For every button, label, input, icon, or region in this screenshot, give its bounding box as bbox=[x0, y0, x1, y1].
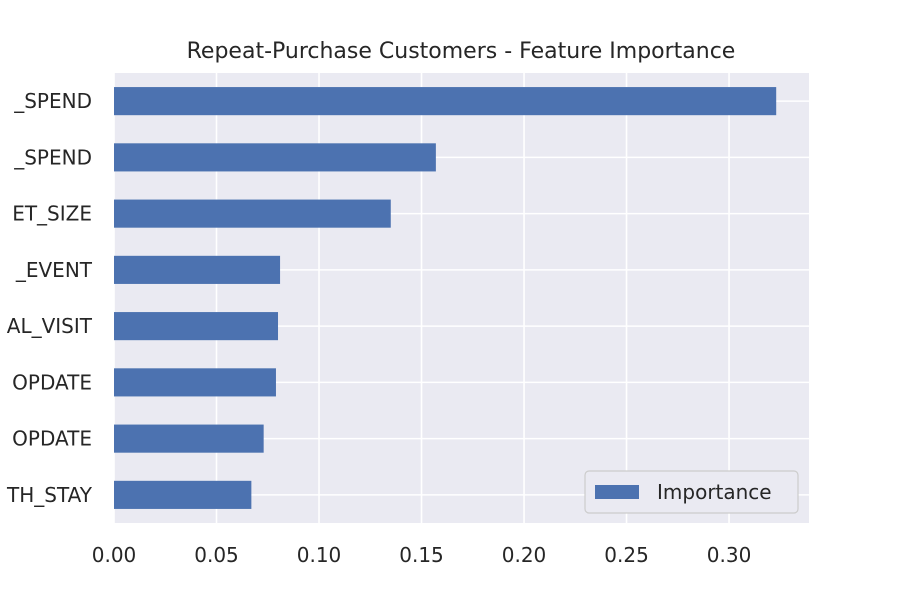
bar bbox=[114, 368, 276, 397]
bars bbox=[114, 87, 777, 509]
chart-title: Repeat-Purchase Customers - Feature Impo… bbox=[187, 39, 736, 64]
y-tick-label: _SPEND bbox=[13, 145, 92, 169]
bar bbox=[114, 424, 264, 453]
y-tick-label: ET_SIZE bbox=[12, 202, 92, 226]
x-tick-label: 0.00 bbox=[92, 543, 137, 567]
plot-area bbox=[114, 73, 809, 523]
bar bbox=[114, 312, 279, 341]
legend-label: Importance bbox=[657, 480, 772, 504]
bar bbox=[114, 255, 281, 284]
legend-box bbox=[584, 470, 799, 514]
y-tick-labels: _SPEND _SPEND ET_SIZE _EVENT AL_VISIT OPDATE O… bbox=[6, 89, 93, 507]
x-tick-label: 0.25 bbox=[604, 543, 649, 567]
y-tick-label: TH_STAY bbox=[6, 483, 93, 507]
bar bbox=[114, 199, 391, 228]
y-tick-label: OPDATE bbox=[12, 427, 92, 451]
bar bbox=[114, 143, 436, 172]
y-tick-label: _EVENT bbox=[15, 258, 93, 282]
bar bbox=[114, 480, 252, 509]
legend-swatch bbox=[595, 485, 639, 499]
bar bbox=[114, 87, 777, 116]
y-tick-label: OPDATE bbox=[12, 370, 92, 394]
x-tick-label: 0.30 bbox=[707, 543, 752, 567]
legend: Importance bbox=[584, 470, 799, 514]
x-tick-label: 0.05 bbox=[194, 543, 239, 567]
x-tick-label: 0.20 bbox=[502, 543, 547, 567]
x-tick-labels: 0.00 0.05 0.10 0.15 0.20 0.25 0.30 bbox=[92, 543, 752, 567]
x-tick-label: 0.15 bbox=[399, 543, 444, 567]
y-tick-label: _SPEND bbox=[13, 89, 92, 113]
x-tick-label: 0.10 bbox=[297, 543, 342, 567]
y-tick-label: AL_VISIT bbox=[7, 314, 93, 338]
